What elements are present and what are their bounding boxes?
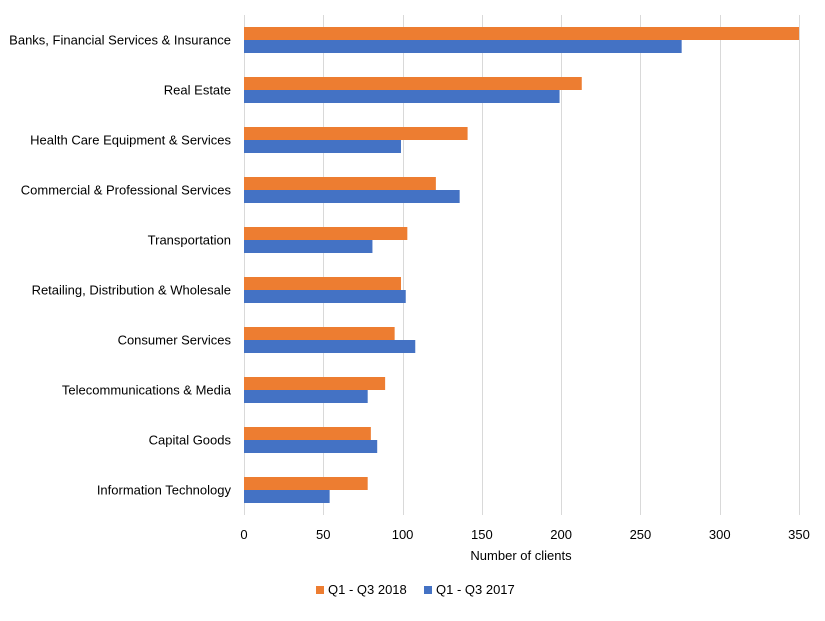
bar-series-2 (244, 90, 560, 103)
x-tick-labels: 0 50 100 150 200 250 300 350 (240, 527, 809, 542)
bar-series-1 (244, 227, 408, 240)
bar-series-1 (244, 327, 395, 340)
x-tick-label: 100 (392, 527, 414, 542)
bar-series-2 (244, 440, 378, 453)
bar-series-2 (244, 490, 330, 503)
category-label: Retailing, Distribution & Wholesale (32, 283, 231, 298)
x-tick-label: 300 (709, 527, 731, 542)
legend-label: Q1 - Q3 2018 (328, 582, 407, 597)
category-labels: Banks, Financial Services & Insurance Rea… (9, 33, 232, 498)
category-label: Health Care Equipment & Services (30, 133, 231, 148)
legend-swatch (316, 586, 324, 594)
bar-series-1 (244, 277, 401, 290)
bars (244, 27, 799, 503)
bar-series-2 (244, 390, 368, 403)
x-axis-title: Number of clients (470, 548, 572, 563)
category-label: Telecommunications & Media (62, 383, 232, 398)
x-tick-label: 200 (550, 527, 572, 542)
bar-series-1 (244, 477, 368, 490)
bar-series-2 (244, 40, 682, 53)
category-label: Transportation (148, 233, 231, 248)
bar-series-2 (244, 340, 416, 353)
category-label: Real Estate (164, 83, 231, 98)
category-label: Capital Goods (149, 433, 232, 448)
bar-series-2 (244, 240, 373, 253)
category-label: Consumer Services (118, 333, 232, 348)
x-tick-label: 350 (788, 527, 810, 542)
bar-series-1 (244, 127, 468, 140)
x-tick-label: 0 (240, 527, 247, 542)
legend: Q1 - Q3 2018 Q1 - Q3 2017 (316, 582, 515, 597)
bar-series-1 (244, 77, 582, 90)
bar-series-2 (244, 290, 406, 303)
bar-series-1 (244, 177, 436, 190)
category-label: Banks, Financial Services & Insurance (9, 33, 231, 48)
bar-series-2 (244, 190, 460, 203)
category-label: Information Technology (97, 483, 232, 498)
bar-series-1 (244, 27, 799, 40)
bar-series-1 (244, 377, 386, 390)
bar-series-1 (244, 427, 371, 440)
bar-series-2 (244, 140, 401, 153)
legend-label: Q1 - Q3 2017 (436, 582, 515, 597)
x-tick-label: 50 (316, 527, 330, 542)
category-label: Commercial & Professional Services (21, 183, 232, 198)
x-tick-label: 150 (471, 527, 493, 542)
x-tick-label: 250 (630, 527, 652, 542)
legend-swatch (424, 586, 432, 594)
